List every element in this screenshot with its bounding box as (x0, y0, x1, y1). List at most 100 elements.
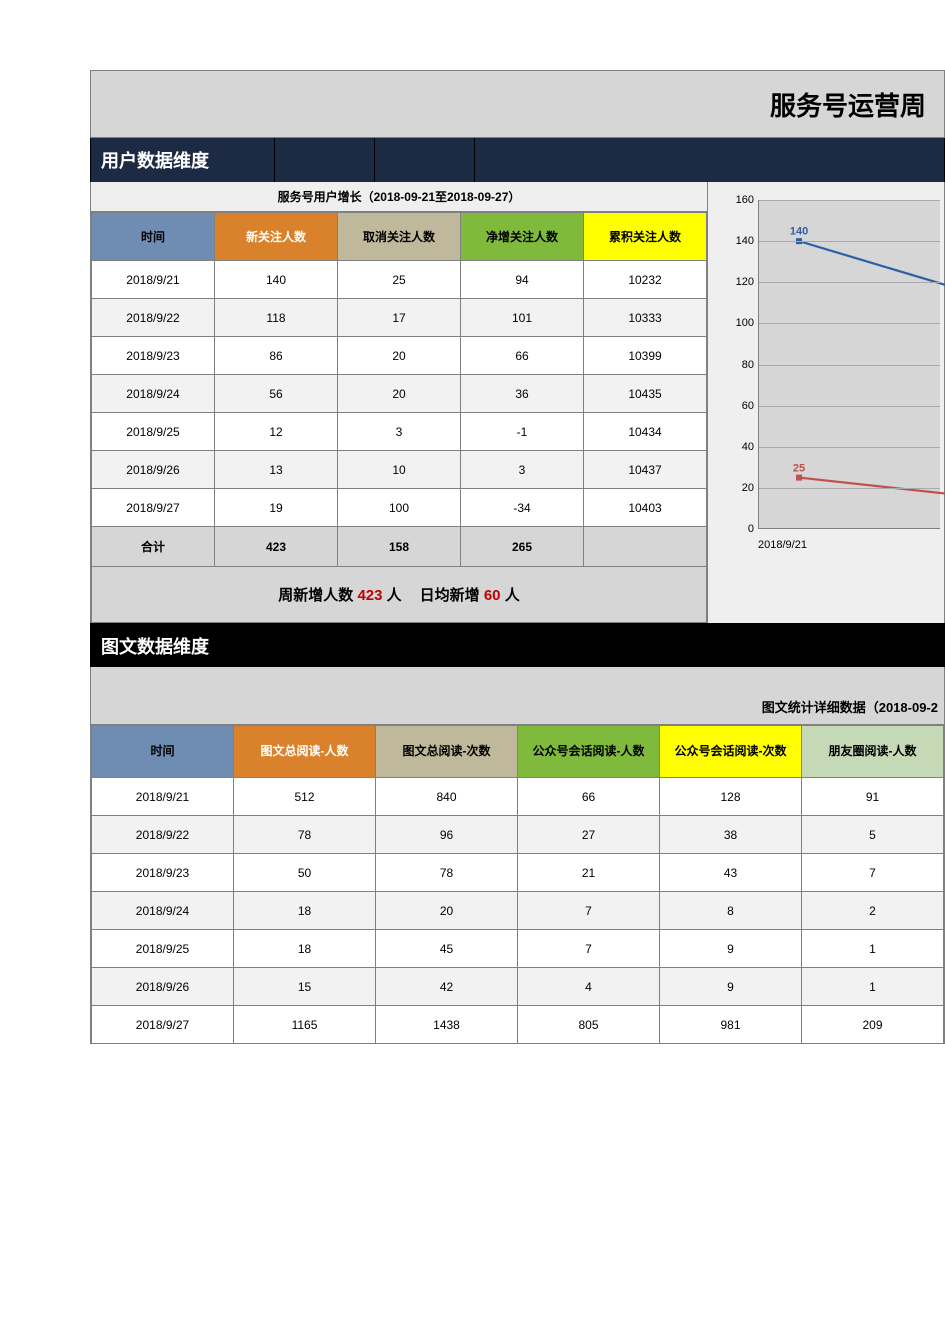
section1-summary: 周新增人数 423 人 日均新增 60 人 (91, 567, 707, 623)
table-row: 2018/9/2456203610435 (92, 375, 707, 413)
table-cell: 512 (234, 778, 376, 816)
column-header: 取消关注人数 (338, 213, 461, 261)
section2-heading-row: 图文数据维度 (90, 623, 945, 667)
chart-y-tick: 80 (714, 359, 754, 371)
table-row: 2018/9/25123-110434 (92, 413, 707, 451)
table-row: 2018/9/241820782 (92, 892, 944, 930)
table-cell: 423 (215, 527, 338, 567)
table-cell: 2018/9/24 (92, 375, 215, 413)
table-cell: 96 (376, 816, 518, 854)
table-cell: 1438 (376, 1006, 518, 1044)
table-cell: 94 (461, 261, 584, 299)
table-cell: 118 (215, 299, 338, 337)
table-cell: 20 (376, 892, 518, 930)
table-cell: 140 (215, 261, 338, 299)
chart-y-tick: 60 (714, 400, 754, 412)
table-cell: 4 (518, 968, 660, 1006)
table-cell: 25 (338, 261, 461, 299)
table-cell: 45 (376, 930, 518, 968)
table-cell: 91 (802, 778, 944, 816)
table-cell: 合计 (92, 527, 215, 567)
chart-y-tick: 20 (714, 482, 754, 494)
table-cell: 158 (338, 527, 461, 567)
table-header-row: 时间图文总阅读-人数图文总阅读-次数公众号会话阅读-人数公众号会话阅读-次数朋友… (92, 726, 944, 778)
summary-daily: 日均新增 60 人 (420, 584, 520, 605)
table-cell: 36 (461, 375, 584, 413)
table-row: 2018/9/221181710110333 (92, 299, 707, 337)
table-cell: 15 (234, 968, 376, 1006)
column-header: 累积关注人数 (584, 213, 707, 261)
table-row: 2018/9/2719100-3410403 (92, 489, 707, 527)
table-cell: 9 (660, 930, 802, 968)
table-cell: 7 (518, 930, 660, 968)
table-cell: 7 (518, 892, 660, 930)
section1-heading: 用户数据维度 (91, 138, 275, 182)
table-row: 2018/9/23507821437 (92, 854, 944, 892)
table-cell: 2018/9/26 (92, 968, 234, 1006)
table-row: 2018/9/261542491 (92, 968, 944, 1006)
table-cell: 20 (338, 337, 461, 375)
table-cell: 2018/9/25 (92, 413, 215, 451)
table-cell: -1 (461, 413, 584, 451)
page-title-banner: 服务号运营周 (90, 70, 945, 138)
article-stats-table: 时间图文总阅读-人数图文总阅读-次数公众号会话阅读-人数公众号会话阅读-次数朋友… (91, 725, 944, 1044)
table-row: 2018/9/261310310437 (92, 451, 707, 489)
table-cell: 2018/9/22 (92, 299, 215, 337)
table-cell: 1 (802, 968, 944, 1006)
table-cell: 10437 (584, 451, 707, 489)
section2-sub-header: 图文统计详细数据（2018-09-2 (90, 667, 945, 725)
table-cell: 78 (376, 854, 518, 892)
section1-heading-row: 用户数据维度 (90, 138, 945, 182)
table-row: 2018/9/2711651438805981209 (92, 1006, 944, 1044)
chart-y-tick: 120 (714, 276, 754, 288)
table-cell: 13 (215, 451, 338, 489)
column-header: 净增关注人数 (461, 213, 584, 261)
table-cell: 10434 (584, 413, 707, 451)
section2-table-wrap: 时间图文总阅读-人数图文总阅读-次数公众号会话阅读-人数公众号会话阅读-次数朋友… (90, 725, 945, 1044)
table-cell: 7 (802, 854, 944, 892)
table-cell: 78 (234, 816, 376, 854)
chart-point-label: 25 (793, 462, 805, 474)
table-cell: 2018/9/21 (92, 778, 234, 816)
table-cell: 981 (660, 1006, 802, 1044)
table-cell (584, 527, 707, 567)
column-header: 时间 (92, 213, 215, 261)
table-cell: -34 (461, 489, 584, 527)
table-cell: 2018/9/23 (92, 854, 234, 892)
table-row: 2018/9/2386206610399 (92, 337, 707, 375)
table-cell: 27 (518, 816, 660, 854)
table-cell: 10403 (584, 489, 707, 527)
column-header: 新关注人数 (215, 213, 338, 261)
chart-inner: 020406080100120140160 14025 2018/9/21 (714, 190, 944, 557)
page-title: 服务号运营周 (770, 86, 926, 123)
table-cell: 19 (215, 489, 338, 527)
table-cell: 3 (338, 413, 461, 451)
table-cell: 1 (802, 930, 944, 968)
table-header-row: 时间新关注人数取消关注人数净增关注人数累积关注人数 (92, 213, 707, 261)
table-cell: 101 (461, 299, 584, 337)
section2-heading-rest (275, 624, 944, 667)
table-cell: 17 (338, 299, 461, 337)
table-cell: 2018/9/23 (92, 337, 215, 375)
section1-sub-header: 服务号用户增长（2018-09-21至2018-09-27） (91, 182, 707, 212)
table-cell: 2018/9/26 (92, 451, 215, 489)
table-cell: 86 (215, 337, 338, 375)
table-cell: 2 (802, 892, 944, 930)
table-cell: 209 (802, 1006, 944, 1044)
table-cell: 21 (518, 854, 660, 892)
table-row: 2018/9/251845791 (92, 930, 944, 968)
table-cell: 2018/9/27 (92, 489, 215, 527)
chart-y-tick: 160 (714, 194, 754, 206)
summary-week: 周新增人数 423 人 (278, 584, 401, 605)
table-cell: 840 (376, 778, 518, 816)
section2-heading: 图文数据维度 (91, 624, 275, 667)
chart-y-tick: 140 (714, 235, 754, 247)
section1-body: 服务号用户增长（2018-09-21至2018-09-27） 时间新关注人数取消… (90, 182, 945, 567)
table-cell: 56 (215, 375, 338, 413)
table-cell: 2018/9/25 (92, 930, 234, 968)
table-cell: 2018/9/24 (92, 892, 234, 930)
table-cell: 43 (660, 854, 802, 892)
section1-chart-area: 020406080100120140160 14025 2018/9/21 (707, 182, 944, 567)
table-cell: 8 (660, 892, 802, 930)
column-header: 时间 (92, 726, 234, 778)
